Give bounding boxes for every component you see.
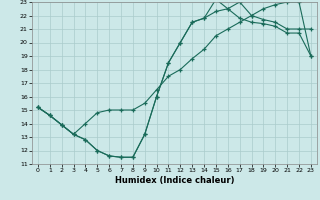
X-axis label: Humidex (Indice chaleur): Humidex (Indice chaleur)	[115, 176, 234, 185]
